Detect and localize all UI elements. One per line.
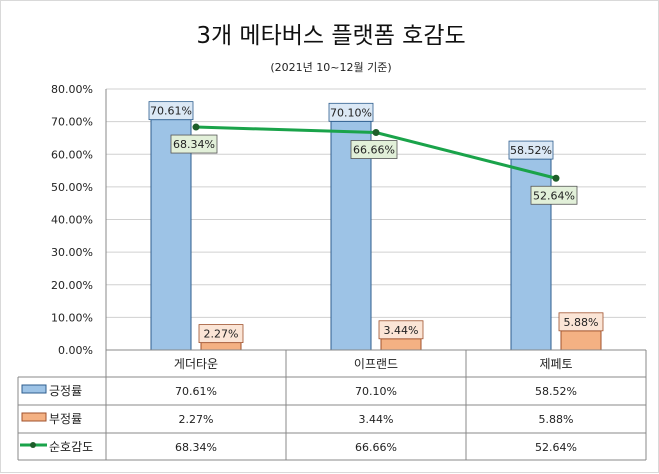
legend-label: 순호감도 xyxy=(49,440,93,454)
y-tick-label: 10.00% xyxy=(51,311,93,324)
table-cell: 68.34% xyxy=(175,441,217,454)
table-cell: 58.52% xyxy=(535,385,577,398)
y-tick-label: 0.00% xyxy=(58,344,93,357)
table-cell: 3.44% xyxy=(359,413,394,426)
bar-negative xyxy=(560,330,602,351)
data-label-box xyxy=(148,101,194,121)
line-marker xyxy=(552,174,560,182)
category-label: 제페토 xyxy=(539,357,572,371)
legend-key-marker xyxy=(30,442,36,448)
data-label-box xyxy=(350,140,398,159)
table-cell: 70.61% xyxy=(175,385,217,398)
chart-subtitle: (2021년 10~12월 기준) xyxy=(270,61,391,74)
bar-positive xyxy=(150,119,192,351)
y-tick-label: 60.00% xyxy=(51,148,93,161)
data-label-box xyxy=(198,324,244,343)
y-tick-label: 20.00% xyxy=(51,279,93,292)
data-label: 2.27% xyxy=(204,328,239,341)
table-cell: 2.27% xyxy=(179,413,214,426)
legend-key xyxy=(21,384,47,394)
legend-key xyxy=(21,412,47,422)
y-tick-label: 40.00% xyxy=(51,214,93,227)
table-cell: 5.88% xyxy=(539,413,574,426)
y-tick-label: 70.00% xyxy=(51,116,93,129)
y-tick-label: 80.00% xyxy=(51,83,93,96)
data-label: 3.44% xyxy=(384,324,419,337)
data-label-box xyxy=(508,140,554,160)
table-cell: 70.10% xyxy=(355,385,397,398)
category-label: 게더타운 xyxy=(174,357,218,371)
table-cell: 66.66% xyxy=(355,441,397,454)
bar-negative xyxy=(200,342,242,351)
data-label-box xyxy=(378,320,424,340)
data-label: 70.10% xyxy=(330,106,372,119)
data-label: 52.64% xyxy=(533,189,575,202)
data-label-box xyxy=(558,312,604,332)
data-label-box xyxy=(170,134,218,154)
data-label: 5.88% xyxy=(564,316,599,329)
line-marker xyxy=(192,123,200,131)
data-label: 58.52% xyxy=(510,144,552,157)
data-label-box xyxy=(328,102,374,122)
bar-positive xyxy=(330,120,372,351)
data-label: 70.61% xyxy=(150,105,192,118)
legend-label: 긍정률 xyxy=(49,384,82,398)
data-label-box xyxy=(530,185,578,205)
data-label: 68.34% xyxy=(173,138,215,151)
table-cell: 52.64% xyxy=(535,441,577,454)
bar-negative xyxy=(380,338,422,351)
legend-label: 부정률 xyxy=(49,412,82,426)
chart-title: 3개 메타버스 플랫폼 호감도 xyxy=(196,23,465,49)
data-label: 66.66% xyxy=(353,144,395,157)
line-marker xyxy=(372,129,380,137)
y-tick-label: 50.00% xyxy=(51,181,93,194)
y-tick-label: 30.00% xyxy=(51,246,93,259)
category-label: 이프랜드 xyxy=(354,357,398,371)
